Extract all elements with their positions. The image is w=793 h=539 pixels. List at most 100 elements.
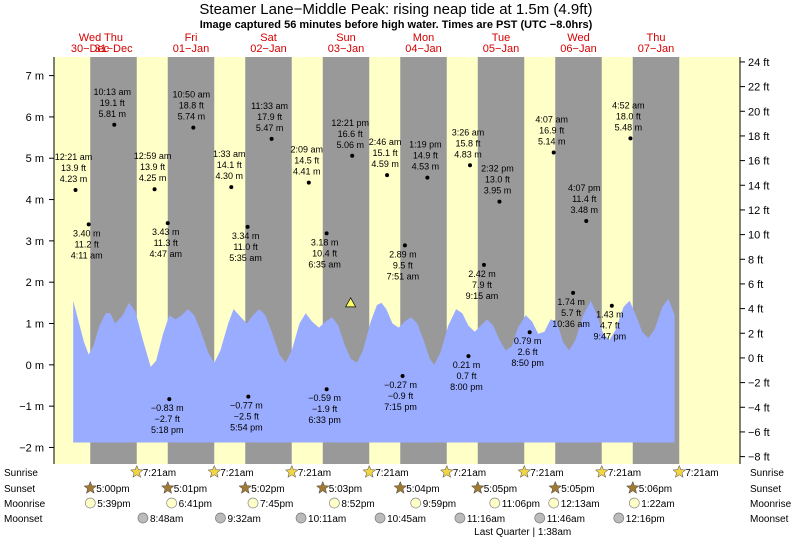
tide-point-label: 6:35 am (308, 259, 341, 269)
tide-point-label: 5.7 ft (561, 308, 582, 318)
sunrise-time: 7:21am (685, 468, 718, 479)
tide-point-label: 7.9 ft (472, 280, 493, 290)
sunset-icon (160, 480, 175, 494)
right-tick-label: 14 ft (748, 180, 769, 192)
tide-point-label: 10:13 am (94, 87, 132, 97)
tide-point-label: 9:15 am (466, 291, 499, 301)
moonrise-time: 7:45pm (260, 499, 293, 510)
moonset-icon (215, 512, 226, 524)
tide-point (324, 387, 329, 392)
almanac-label-left: Moonrise (4, 499, 46, 510)
sunrise-icon (362, 464, 377, 478)
moonrise-icon (166, 497, 177, 509)
moonset-time: 11:46am (547, 514, 585, 525)
current-tide-marker (345, 297, 357, 308)
tide-point-label: 5.06 m (336, 140, 364, 150)
left-tick-label: 6 m (26, 112, 44, 124)
right-tick-label: 12 ft (748, 205, 769, 217)
right-tick-label: 4 ft (748, 304, 763, 316)
day-label-dow: Wed (567, 32, 589, 44)
left-tick-label: −2 m (19, 442, 44, 454)
tide-point-label: 11:33 am (251, 101, 288, 111)
tide-point (571, 290, 576, 295)
tide-point-label: 0.79 m (514, 336, 542, 346)
tide-point-label: 17.9 ft (257, 112, 283, 122)
left-tick-label: 3 m (26, 236, 44, 248)
chart-title: Steamer Lane−Middle Peak: rising neap ti… (199, 1, 592, 18)
moonset-time: 10:45am (387, 514, 426, 525)
tide-point-label: 14.1 ft (217, 160, 243, 170)
day-label-date: 02−Jan (250, 43, 286, 55)
tide-point-label: 11.4 ft (572, 194, 597, 204)
tide-point (229, 185, 234, 190)
right-tick-label: 24 ft (748, 57, 769, 69)
tide-point (246, 394, 251, 399)
tide-point-label: 15.1 ft (373, 148, 399, 158)
tide-point-label: −0.27 m (384, 380, 417, 390)
right-tick-label: −8 ft (748, 452, 770, 464)
tide-point-label: 2.42 m (468, 269, 496, 279)
tide-point-label: −0.59 m (308, 393, 341, 403)
tide-point (527, 330, 532, 335)
day-label-date: 07−Jan (638, 43, 674, 55)
day-label-dow: Tue (492, 32, 511, 44)
sunset-icon (625, 480, 640, 494)
tide-point-label: 1.74 m (557, 297, 585, 307)
moonset-icon (613, 512, 625, 524)
tide-point-label: 4.53 m (412, 162, 440, 172)
day-label-dow: Thu (647, 32, 666, 44)
tide-point-label: 18.8 ft (179, 101, 205, 111)
moonrise-icon (628, 497, 640, 509)
tide-point-label: 5.81 m (99, 109, 127, 119)
tide-point-label: 12:21 am (55, 152, 93, 162)
day-label-dow: Fri (185, 32, 198, 44)
tide-point (324, 231, 329, 236)
moonrise-time: 9:59pm (423, 499, 456, 510)
sunset-icon (238, 480, 253, 494)
tide-point (86, 222, 91, 227)
sunrise-icon (594, 464, 609, 478)
tide-point-label: 19.1 ft (100, 98, 126, 108)
tide-point (481, 262, 486, 267)
sunrise-time: 7:21am (375, 468, 408, 479)
tide-point-label: 5.47 m (256, 123, 284, 133)
moonrise-icon (247, 497, 259, 509)
tide-point (306, 180, 311, 185)
sunset-time: 5:02pm (251, 484, 284, 495)
tide-point-label: 13.9 ft (61, 163, 87, 173)
moonrise-time: 5:39pm (97, 499, 130, 510)
tide-point-label: 12:21 pm (331, 118, 369, 128)
tide-point-label: 2:32 pm (481, 164, 514, 174)
tide-point (609, 303, 614, 308)
almanac-label-right: Moonrise (750, 499, 792, 510)
tide-point-label: 0.21 m (453, 360, 481, 370)
tide-point (402, 243, 407, 248)
day-label-date: 06−Jan (560, 43, 596, 55)
tide-point-label: −0.83 m (151, 403, 184, 413)
tide-point-label: 10:50 am (173, 90, 211, 100)
tide-point-label: 15.8 ft (455, 138, 481, 148)
tide-point-label: 9.5 ft (393, 260, 414, 270)
tide-point (551, 150, 556, 155)
tide-point-label: 5:18 pm (151, 425, 184, 435)
tide-point-label: 11.0 ft (233, 242, 258, 252)
right-tick-label: −4 ft (748, 402, 770, 414)
right-tick-label: 22 ft (748, 82, 769, 94)
sunrise-icon (439, 464, 454, 478)
moon-phase-label: Last Quarter | 1:38am (474, 527, 571, 538)
almanac-label-left: Sunrise (4, 468, 38, 479)
day-label-date: 01−Jan (173, 43, 209, 55)
right-tick-label: 8 ft (748, 254, 763, 266)
tide-point-label: 5:35 am (229, 253, 262, 263)
tide-point (385, 173, 390, 178)
sunset-icon (83, 480, 98, 494)
sunset-time: 5:05pm (561, 484, 594, 495)
sunset-icon (393, 480, 408, 494)
almanac-label-right: Moonset (750, 514, 789, 525)
right-tick-label: −6 ft (748, 427, 770, 439)
day-label-dow: Mon (413, 32, 434, 44)
sunrise-icon (284, 464, 299, 478)
tide-point-label: −2.7 ft (155, 414, 181, 424)
tide-point (165, 221, 170, 226)
